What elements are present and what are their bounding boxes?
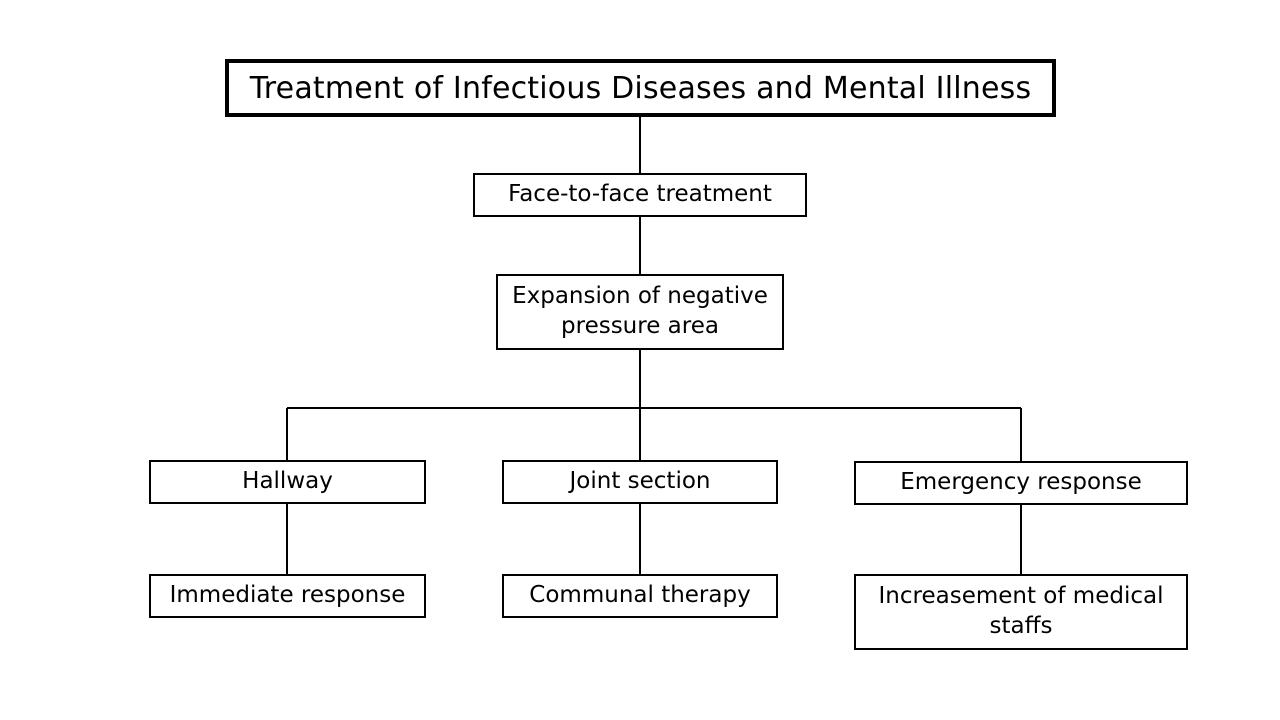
increasement-of-medical-staffs-label: Increasement of medical staffs xyxy=(878,583,1164,639)
root-node: Treatment of Infectious Diseases and Men… xyxy=(225,59,1056,117)
face-to-face-treatment-node: Face-to-face treatment xyxy=(473,173,807,217)
joint-section-node: Joint section xyxy=(502,460,778,504)
emergency-response-node: Emergency response xyxy=(854,461,1188,505)
hallway-label: Hallway xyxy=(242,468,333,495)
immediate-response-label: Immediate response xyxy=(169,582,406,609)
communal-therapy-node: Communal therapy xyxy=(502,574,778,618)
expansion-node: Expansion of negative pressure area xyxy=(496,274,784,350)
root-node-label: Treatment of Infectious Diseases and Men… xyxy=(249,70,1032,106)
face-to-face-treatment-label: Face-to-face treatment xyxy=(508,181,772,208)
joint-section-label: Joint section xyxy=(569,468,711,495)
hallway-node: Hallway xyxy=(149,460,426,504)
expansion-label: Expansion of negative pressure area xyxy=(512,283,768,339)
immediate-response-node: Immediate response xyxy=(149,574,426,618)
communal-therapy-label: Communal therapy xyxy=(529,582,751,609)
increasement-of-medical-staffs-node: Increasement of medical staffs xyxy=(854,574,1188,650)
emergency-response-label: Emergency response xyxy=(900,469,1142,496)
